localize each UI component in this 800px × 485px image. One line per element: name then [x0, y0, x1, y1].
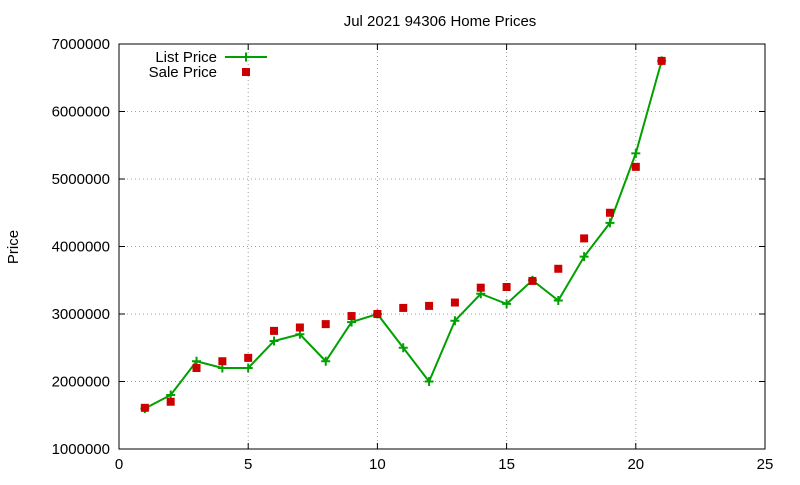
list-price-point — [450, 316, 460, 326]
y-tick-label: 3000000 — [52, 306, 110, 323]
sale-price-point — [321, 320, 330, 329]
grid-layer — [119, 44, 765, 449]
y-axis-label: Price — [5, 230, 22, 264]
y-tick-label: 6000000 — [52, 104, 110, 121]
sale-price-point — [270, 326, 279, 335]
legend-marker — [242, 68, 250, 76]
y-tick-label: 2000000 — [52, 374, 110, 391]
legend-marker — [241, 52, 251, 62]
sale-price-point — [657, 56, 666, 65]
list-price-point — [605, 218, 615, 228]
sale-price-point — [502, 283, 511, 291]
y-tick-label: 4000000 — [52, 239, 110, 256]
sale-price-point — [192, 364, 201, 372]
list-price-point — [243, 363, 253, 373]
list-price-point — [269, 336, 279, 346]
sale-price-point — [373, 310, 382, 318]
x-tick-label: 10 — [369, 456, 386, 473]
sale-price-point — [450, 298, 459, 307]
sale-price-point — [476, 283, 485, 292]
list-price-point — [631, 148, 641, 158]
sale-price-point — [347, 312, 356, 321]
y-tick-label: 7000000 — [52, 36, 110, 53]
tick-layer: 0 5 10 15 20 25 1000000 2000000 3000000 4000000 50… — [52, 36, 774, 473]
sale-price-point — [295, 323, 304, 332]
legend-label: Sale Price — [149, 64, 217, 81]
sale-price-point — [631, 162, 640, 171]
list-price-point — [502, 299, 512, 309]
sale-price-point — [399, 303, 408, 312]
x-tick-label: 20 — [627, 456, 644, 473]
series-list-price — [140, 56, 667, 413]
sale-price-point — [140, 403, 149, 412]
list-price-point — [321, 356, 331, 366]
sale-price-point — [244, 353, 253, 362]
chart-title: Jul 2021 94306 Home Prices — [344, 13, 537, 30]
sale-price-point — [605, 208, 614, 217]
series-sale-price — [140, 56, 666, 412]
list-price-point — [424, 377, 434, 386]
x-tick-label: 25 — [757, 456, 774, 473]
sale-price-point — [528, 276, 537, 285]
x-tick-label: 5 — [244, 456, 252, 473]
sale-price-point — [218, 357, 227, 366]
sale-price-point — [425, 301, 434, 310]
legend-label: List Price — [155, 49, 217, 66]
list-price-point — [553, 296, 563, 305]
list-price-point — [398, 343, 408, 353]
x-tick-label: 0 — [115, 456, 123, 473]
sale-price-point — [166, 397, 175, 406]
list-price-point — [579, 252, 589, 262]
sale-price-point — [554, 264, 563, 273]
y-tick-label: 1000000 — [52, 441, 110, 458]
sale-price-point — [580, 234, 589, 243]
y-tick-label: 5000000 — [52, 171, 110, 188]
x-tick-label: 15 — [498, 456, 515, 473]
series-layer — [140, 56, 667, 413]
